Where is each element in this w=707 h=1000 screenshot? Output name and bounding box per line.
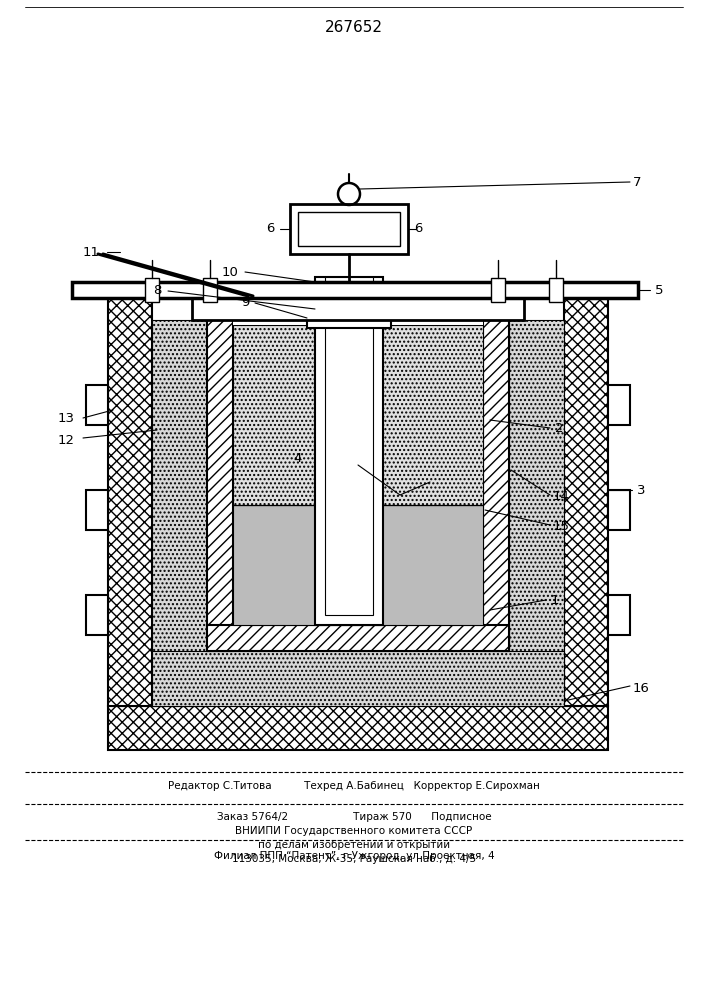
Bar: [549, 278, 563, 302]
Bar: [192, 298, 524, 320]
Bar: [307, 298, 391, 328]
Text: 2: 2: [555, 422, 563, 434]
Text: 5: 5: [655, 284, 663, 296]
Bar: [491, 278, 505, 302]
Bar: [608, 385, 630, 425]
Bar: [608, 490, 630, 530]
Bar: [233, 320, 483, 325]
Bar: [152, 651, 564, 706]
Text: 3: 3: [637, 484, 645, 496]
Bar: [298, 212, 400, 246]
Bar: [145, 278, 159, 302]
Text: 1: 1: [551, 593, 559, 606]
Text: ВНИИПИ Государственного комитета СССР: ВНИИПИ Государственного комитета СССР: [235, 826, 472, 836]
Bar: [86, 385, 108, 425]
Bar: [325, 277, 373, 615]
Bar: [509, 320, 564, 706]
Bar: [608, 595, 630, 635]
Bar: [290, 204, 408, 254]
Bar: [152, 320, 207, 706]
Text: 16: 16: [633, 682, 650, 694]
Text: 8: 8: [153, 284, 162, 298]
Bar: [233, 325, 483, 505]
Text: 14: 14: [553, 490, 570, 504]
Bar: [564, 298, 608, 706]
Bar: [203, 278, 217, 302]
Text: 7: 7: [633, 176, 641, 188]
Text: 9: 9: [242, 296, 250, 310]
Text: 12: 12: [58, 434, 75, 446]
Bar: [207, 320, 233, 651]
Bar: [233, 505, 483, 625]
Bar: [86, 595, 108, 635]
Text: 113035, Москва, Ж-35, Раушская наб., д. 4/5: 113035, Москва, Ж-35, Раушская наб., д. …: [232, 854, 476, 864]
Text: 6: 6: [414, 223, 422, 235]
Text: 10: 10: [221, 265, 238, 278]
Text: Заказ 5764/2                    Тираж 570      Подписное: Заказ 5764/2 Тираж 570 Подписное: [216, 812, 491, 822]
Text: 4: 4: [294, 452, 302, 464]
Text: 6: 6: [267, 223, 275, 235]
Bar: [483, 320, 509, 651]
Text: 15: 15: [553, 520, 570, 534]
Text: Филиал ППП “Патент”, г.Ужгород, ул.Проектная, 4: Филиал ППП “Патент”, г.Ужгород, ул.Проек…: [214, 851, 494, 861]
Text: 11: 11: [83, 245, 100, 258]
Text: 13: 13: [58, 412, 75, 424]
Bar: [207, 625, 509, 651]
Bar: [315, 277, 383, 625]
Text: 267652: 267652: [325, 20, 383, 35]
Text: Редактор С.Титова          Техред А.Бабинец   Корректор Е.Сирохман: Редактор С.Титова Техред А.Бабинец Корре…: [168, 781, 540, 791]
Bar: [108, 298, 152, 706]
Bar: [72, 282, 638, 298]
Bar: [86, 490, 108, 530]
Text: по делам изобретений и открытий: по делам изобретений и открытий: [258, 840, 450, 850]
Bar: [108, 706, 608, 750]
